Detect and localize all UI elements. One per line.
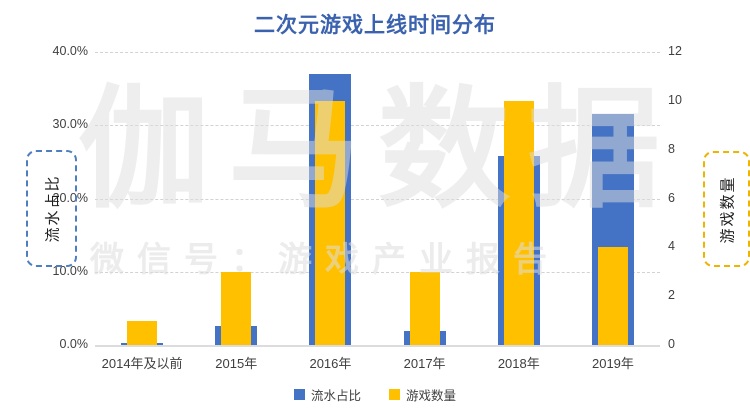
left-axis-tick: 20.0% xyxy=(52,190,88,205)
gridline xyxy=(95,271,660,273)
x-axis-label: 2016年 xyxy=(309,356,352,371)
right-axis-tick: 0 xyxy=(668,337,675,351)
chart-title: 二次元游戏上线时间分布 xyxy=(254,14,496,37)
legend-swatch-icon xyxy=(389,389,400,400)
legend-item: 游戏数量 xyxy=(389,385,456,404)
bar-game-count xyxy=(315,100,346,345)
right-axis-tick: 12 xyxy=(668,44,682,58)
bar-group-2017年 xyxy=(378,52,472,345)
x-axis-label: 2015年 xyxy=(215,356,258,371)
gridline xyxy=(95,198,660,200)
bar-group-2016年 xyxy=(283,52,377,345)
gridline xyxy=(95,125,660,127)
left-axis-tick: 40.0% xyxy=(52,44,88,58)
bar-game-count xyxy=(597,247,628,345)
gridline xyxy=(95,52,660,53)
chart-legend: 流水占比 游戏数量 xyxy=(0,385,750,404)
right-axis-tick: 2 xyxy=(668,288,675,303)
left-axis-tick: 30.0% xyxy=(52,117,88,132)
x-axis-label: 2014年及以前 xyxy=(101,356,183,371)
legend-label: 流水占比 xyxy=(310,389,361,403)
left-axis-title: 流水占比 xyxy=(44,174,62,243)
x-axis-label: 2017年 xyxy=(403,356,446,371)
bar-game-count xyxy=(503,100,534,345)
left-axis-tick: 10.0% xyxy=(52,263,88,278)
bar-game-count xyxy=(127,320,158,345)
x-axis-label: 2018年 xyxy=(497,356,540,371)
right-axis-tick: 6 xyxy=(668,190,675,205)
bar-group-2019年 xyxy=(566,52,660,345)
legend-swatch-icon xyxy=(293,389,305,400)
right-axis-tick: 8 xyxy=(668,141,675,156)
right-axis-title: 游戏数量 xyxy=(719,174,737,244)
right-axis-tick: 4 xyxy=(668,239,675,254)
bar-game-count xyxy=(409,271,440,345)
x-axis-label: 2019年 xyxy=(591,356,634,371)
plot-area xyxy=(95,52,660,347)
right-axis-title-box: 游戏数量 xyxy=(703,151,750,267)
bar-group-2015年 xyxy=(189,52,283,345)
legend-label: 游戏数量 xyxy=(406,389,457,403)
bar-group-2018年 xyxy=(472,52,566,345)
x-axis-labels: 2014年及以前 2015年 2016年 2017年 2018年 2019年 xyxy=(95,353,660,372)
bar-game-count xyxy=(221,271,252,345)
right-axis-tick: 10 xyxy=(668,92,682,107)
legend-item: 流水占比 xyxy=(293,385,361,404)
left-axis-tick: 0.0% xyxy=(59,337,89,351)
bar-group-2014年及以前 xyxy=(95,52,189,345)
left-axis-title-box: 流水占比 xyxy=(26,150,77,267)
